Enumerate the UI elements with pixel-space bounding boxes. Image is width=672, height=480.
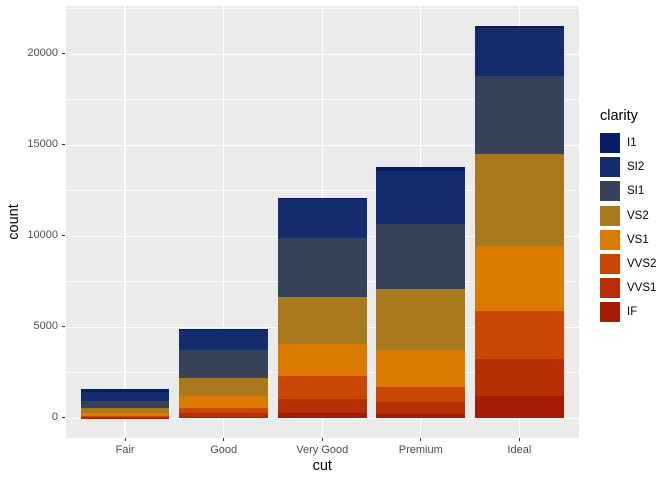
x-axis-tick xyxy=(124,437,126,441)
x-tick-label: Good xyxy=(210,443,238,456)
bar-segment-good-vs1 xyxy=(179,396,269,408)
y-axis-tick xyxy=(61,53,65,55)
bar-segment-premium-vvs1 xyxy=(376,402,466,414)
bar-segment-premium-si1 xyxy=(376,224,466,290)
bar-segment-good-if xyxy=(179,416,269,418)
legend-swatch-if xyxy=(600,302,620,323)
bar-segment-fair-vvs2 xyxy=(80,416,170,418)
x-major-gridline xyxy=(223,6,225,438)
legend-label: VS2 xyxy=(627,209,649,222)
legend-label: VVS2 xyxy=(627,257,657,270)
x-axis-tick xyxy=(321,437,323,441)
x-axis-tick xyxy=(420,437,422,441)
legend-swatch-si2 xyxy=(600,157,620,178)
y-tick-label: 5000 xyxy=(33,320,58,333)
y-axis-tick xyxy=(61,235,65,237)
bar-segment-fair-i1 xyxy=(80,388,170,393)
bar-segment-very-good-vs2 xyxy=(277,296,367,344)
legend-swatch-vs2 xyxy=(600,205,620,226)
legend-swatch-vs1 xyxy=(600,229,620,250)
bar-segment-very-good-if xyxy=(277,413,367,418)
bar-segment-premium-vs1 xyxy=(376,350,466,387)
bar-segment-premium-si2 xyxy=(376,170,466,225)
bar-segment-fair-si1 xyxy=(80,400,170,409)
bar-segment-premium-if xyxy=(376,413,466,418)
bar-segment-ideal-vs2 xyxy=(475,153,564,246)
bar-segment-good-vs2 xyxy=(179,378,269,397)
x-major-gridline xyxy=(124,6,126,438)
bar-segment-very-good-si2 xyxy=(277,199,367,238)
legend: clarity I1 SI2 SI1 VS2 VS1 VVS2 VVS1 IF xyxy=(600,108,656,327)
y-axis-tick xyxy=(61,144,65,146)
x-axis-title: cut xyxy=(312,458,332,474)
legend-item-vs1: VS1 xyxy=(600,229,656,250)
y-tick-label: 20000 xyxy=(27,47,58,60)
y-axis-title: count xyxy=(6,204,22,240)
y-tick-label: 0 xyxy=(51,411,58,424)
bar-segment-ideal-vvs1 xyxy=(475,358,564,396)
plot-panel xyxy=(66,6,579,438)
x-axis-tick xyxy=(518,437,520,441)
bar-segment-very-good-vs1 xyxy=(277,343,367,377)
bar-segment-fair-vs1 xyxy=(80,413,170,417)
x-axis-tick xyxy=(223,437,225,441)
bar-segment-ideal-vs1 xyxy=(475,245,564,312)
legend-item-si1: SI1 xyxy=(600,181,656,202)
bar-segment-very-good-i1 xyxy=(277,197,367,200)
bar-segment-good-i1 xyxy=(179,328,269,331)
legend-item-i1: I1 xyxy=(600,133,656,153)
x-tick-label: Ideal xyxy=(507,443,532,456)
legend-item-vvs2: VVS2 xyxy=(600,253,657,274)
x-tick-label: Fair xyxy=(115,443,135,456)
bar-segment-ideal-si1 xyxy=(475,75,564,154)
bar-segment-ideal-vvs2 xyxy=(475,311,564,359)
y-axis-tick xyxy=(61,417,65,419)
bar-segment-good-si1 xyxy=(179,350,269,379)
bar-segment-premium-vs2 xyxy=(376,289,466,351)
y-axis-tick xyxy=(61,326,65,328)
bar-segment-ideal-i1 xyxy=(475,25,564,29)
y-tick-label: 10000 xyxy=(27,229,58,242)
legend-swatch-vvs1 xyxy=(600,278,620,299)
bar-segment-very-good-si1 xyxy=(277,237,367,297)
legend-item-if: IF xyxy=(600,302,656,323)
bar-segment-ideal-si2 xyxy=(475,28,564,76)
bar-segment-ideal-if xyxy=(475,395,564,418)
legend-item-si2: SI2 xyxy=(600,157,656,178)
legend-swatch-si1 xyxy=(600,181,620,202)
bar-segment-fair-vs2 xyxy=(80,408,170,414)
legend-title: clarity xyxy=(600,108,638,124)
legend-item-vs2: VS2 xyxy=(600,205,656,226)
legend-label: SI2 xyxy=(627,161,645,174)
legend-swatch-vvs2 xyxy=(600,253,620,274)
legend-label: I1 xyxy=(627,137,637,149)
bar-segment-fair-si2 xyxy=(80,392,170,401)
bar-segment-very-good-vvs2 xyxy=(277,376,367,399)
bar-segment-premium-vvs2 xyxy=(376,386,466,403)
legend-label: SI1 xyxy=(627,185,645,198)
legend-swatch-i1 xyxy=(600,133,620,153)
x-tick-label: Very Good xyxy=(296,443,349,456)
bar-segment-very-good-vvs1 xyxy=(277,398,367,413)
legend-label: IF xyxy=(627,306,638,319)
legend-item-vvs1: VVS1 xyxy=(600,278,657,299)
legend-label: VVS1 xyxy=(627,282,657,295)
bar-segment-good-vvs1 xyxy=(179,413,269,417)
bar-segment-good-si2 xyxy=(179,330,269,350)
x-tick-label: Premium xyxy=(398,443,443,456)
bar-segment-good-vvs2 xyxy=(179,407,269,414)
y-tick-label: 15000 xyxy=(27,138,58,151)
legend-items: I1 SI2 SI1 VS2 VS1 VVS2 VVS1 IF xyxy=(600,133,657,323)
legend-label: VS1 xyxy=(627,233,649,246)
bar-segment-premium-i1 xyxy=(376,166,466,171)
